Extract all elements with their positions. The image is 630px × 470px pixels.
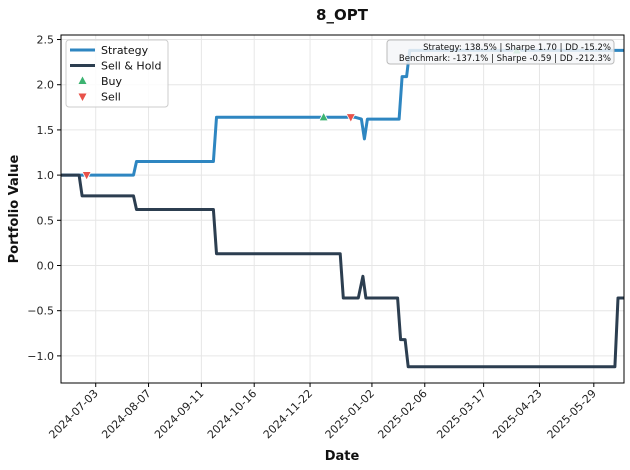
y-tick-label: 2.5 [37,34,55,47]
series-line-sell-and-hold [61,173,624,369]
stats-benchmark: Benchmark: -137.1% | Sharpe -0.59 | DD -… [399,54,611,64]
plot-frame [60,34,625,384]
x-tick-label: 2025-03-17 [434,387,488,441]
y-tick-label: 0.5 [37,214,55,227]
y-axis-title: Portfolio Value [7,154,22,263]
y-tick-label: −1.0 [27,350,54,363]
x-tick-label: 2024-08-07 [99,387,153,441]
stats-box: Strategy: 138.5% | Sharpe 1.70 | DD -15.… [386,39,615,65]
legend-swatch-sell [78,93,87,101]
legend-items: Strategy Sell & Hold Buy Sell [70,44,161,104]
chart-title: 8_OPT [316,6,369,24]
x-tick-label: 2025-02-06 [375,387,429,441]
legend-label-strategy: Strategy [101,44,149,57]
x-axis-title: Date [325,449,360,464]
x-tick-label: 2024-11-22 [261,387,315,441]
y-tick-label: 2.0 [37,79,55,92]
legend-swatch-buy [78,76,87,84]
sell-marker [81,171,92,181]
series-layer [61,48,624,369]
legend-box [65,39,169,108]
x-tick-label: 2025-04-23 [490,387,544,441]
legend-label-sell: Sell [101,91,121,104]
x-tick-label: 2025-05-29 [545,387,599,441]
series-line-strategy [61,48,624,177]
sell-marker [345,113,356,124]
y-tick-label: 0.0 [37,259,55,272]
x-tick-label: 2024-07-03 [46,387,100,441]
legend: Strategy Sell & Hold Buy Sell [65,39,169,108]
y-tick-label: −0.5 [27,305,54,318]
buy-marker [318,111,329,122]
x-tick-label: 2025-01-02 [323,387,377,441]
x-tick-label: 2024-10-16 [205,387,259,441]
legend-label-sell-hold: Sell & Hold [101,60,161,73]
y-tick-label: 1.0 [37,169,55,182]
legend-label-buy: Buy [101,75,123,88]
stats-strategy: Strategy: 138.5% | Sharpe 1.70 | DD -15.… [423,43,611,53]
stats-box-frame [386,39,615,65]
x-tick-label: 2024-09-11 [152,387,206,441]
y-tick-label: 1.5 [37,124,55,137]
